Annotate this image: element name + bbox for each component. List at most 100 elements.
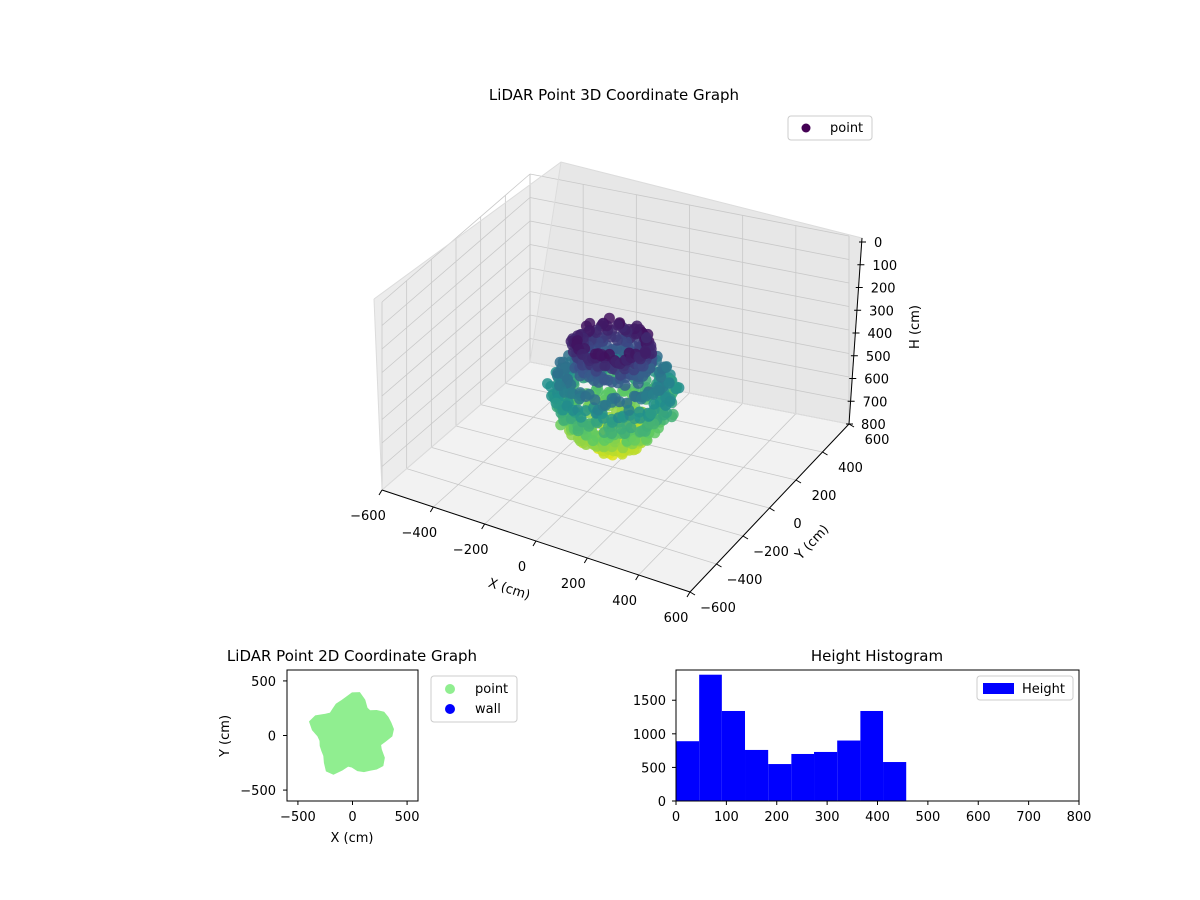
point-3d-729 xyxy=(639,346,651,357)
point-3d-314 xyxy=(572,425,584,437)
x-tick-3d-4 xyxy=(583,557,588,564)
legend-3d-label-point: point xyxy=(830,121,863,136)
legend-histogram: Height xyxy=(976,675,1074,701)
point-3d-490 xyxy=(589,394,601,406)
point-3d-323 xyxy=(606,428,618,439)
y-tick-3d-1 xyxy=(716,563,722,568)
point-3d-231 xyxy=(587,435,599,447)
x-tick-3d-5 xyxy=(635,574,640,581)
y-axis-label-2d: Y (cm) xyxy=(218,715,233,758)
ticks-3d: −600−400−2000200400600−600−400−200020040… xyxy=(350,236,897,626)
x-tick-3d-6 xyxy=(686,591,691,598)
histogram-bar-7 xyxy=(837,740,861,801)
points-3d xyxy=(542,312,685,461)
histogram-title: Height Histogram xyxy=(811,647,943,665)
x-tick-label-hist-2: 200 xyxy=(764,810,789,825)
x-tick-label-3d-2: −200 xyxy=(453,543,489,558)
y-tick-3d-4 xyxy=(795,479,802,484)
y-tick-label-3d-5: 400 xyxy=(838,461,863,476)
pane-edge-floor xyxy=(381,361,531,491)
grid-left-h-300 xyxy=(381,244,531,373)
point-3d-436 xyxy=(663,377,675,389)
z-tick-label-3d-8: 800 xyxy=(861,418,886,433)
x-tick-label-3d-0: −600 xyxy=(350,509,386,524)
y-tick-label-3d-1: −400 xyxy=(727,573,763,588)
point-3d-420 xyxy=(634,406,645,418)
histogram-bar-1 xyxy=(699,674,722,801)
legend-2d: point wall xyxy=(430,675,518,723)
x-tick-label-hist-7: 700 xyxy=(1016,810,1041,825)
y-tick-3d-3 xyxy=(769,507,775,512)
point-3d-429 xyxy=(660,391,672,403)
point-3d-674 xyxy=(612,319,624,331)
x-tick-label-3d-3: 0 xyxy=(518,560,526,575)
point-3d-578 xyxy=(637,370,649,382)
z-axis-label-3d: H (cm) xyxy=(908,305,923,349)
ticks-2d: −500 −500 0 0 500 500 xyxy=(240,675,419,825)
legend-histogram-label: Height xyxy=(1022,682,1065,697)
scatter-3d-axes: LiDAR Point 3D Coordinate Graph −600 −400… xyxy=(350,86,923,626)
x-tick-3d-0 xyxy=(378,489,383,496)
x-axis-label-2d: X (cm) xyxy=(331,831,374,846)
y-tick-label-2d-2: 500 xyxy=(251,675,276,690)
grid-right-h-400 xyxy=(529,267,850,331)
histogram-bar-2 xyxy=(721,710,746,801)
histogram-bar-9 xyxy=(883,762,907,801)
y-tick-label-hist-1: 500 xyxy=(641,761,666,776)
grid-left-h-600 xyxy=(381,314,531,444)
y-tick-3d-5 xyxy=(822,451,828,456)
histogram-bar-5 xyxy=(791,753,815,801)
x-tick-label-hist-5: 500 xyxy=(915,810,940,825)
point-3d-411 xyxy=(598,412,609,424)
point-3d-662 xyxy=(640,332,652,344)
point-3d-509 xyxy=(652,384,664,396)
x-tick-3d-3 xyxy=(532,540,537,547)
pane-floor xyxy=(382,362,849,592)
point-3d-476 xyxy=(552,367,564,379)
z-tick-label-3d-5: 500 xyxy=(866,350,891,365)
histogram-bar-0 xyxy=(676,741,700,801)
pane-edge-left xyxy=(373,298,383,491)
x-tick-label-2d-2: 500 xyxy=(395,810,420,825)
grid-right-h-200 xyxy=(529,220,850,284)
histogram-bar-8 xyxy=(860,710,884,801)
y-tick-label-hist-3: 1500 xyxy=(633,694,666,709)
y-tick-label-2d-0: −500 xyxy=(240,784,276,799)
z-tick-label-3d-4: 400 xyxy=(868,327,893,342)
z-tick-label-3d-2: 200 xyxy=(871,282,896,297)
x-tick-label-2d-0: −500 xyxy=(280,810,316,825)
legend-3d-frame xyxy=(787,115,873,141)
legend-2d-marker-wall xyxy=(445,704,455,714)
histogram-bar-6 xyxy=(814,751,838,801)
y-tick-label-hist-2: 1000 xyxy=(633,728,666,743)
grid-left-h-0 xyxy=(381,173,531,303)
y-tick-label-2d-1: 0 xyxy=(268,730,276,745)
legend-histogram-swatch xyxy=(983,683,1014,694)
x-tick-3d-2 xyxy=(481,523,486,530)
z-tick-label-3d-1: 100 xyxy=(872,259,897,274)
legend-2d-label-wall: wall xyxy=(475,702,501,717)
point-3d-499 xyxy=(623,404,635,416)
y-tick-label-3d-3: 0 xyxy=(793,517,801,532)
legend-3d: point xyxy=(787,115,873,141)
chart-2d-title: LiDAR Point 2D Coordinate Graph xyxy=(227,647,477,665)
point-3d-713 xyxy=(599,360,611,372)
point-3d-398 xyxy=(550,397,562,409)
x-tick-label-hist-8: 800 xyxy=(1067,810,1092,825)
pane-back-left xyxy=(374,162,561,490)
ticks-histogram: 0 100 200 300 400 500 600 700 800 0 500 1000 1500 xyxy=(633,694,1092,825)
y-tick-3d-2 xyxy=(742,535,749,540)
grid-left-h-400 xyxy=(381,267,531,397)
histogram-bars xyxy=(676,674,907,801)
y-tick-label-3d-4: 200 xyxy=(812,489,837,504)
z-tick-label-3d-7: 700 xyxy=(863,395,888,410)
grid-left-h-700 xyxy=(381,338,531,467)
grid-left-h-500 xyxy=(381,291,531,420)
x-tick-label-hist-3: 300 xyxy=(815,810,840,825)
x-tick-label-hist-6: 600 xyxy=(966,810,991,825)
grid-left-h-200 xyxy=(381,220,531,350)
grid-right-h-500 xyxy=(529,291,850,354)
x-axis-label-3d: X (cm) xyxy=(486,576,532,604)
points-2d xyxy=(308,692,394,775)
